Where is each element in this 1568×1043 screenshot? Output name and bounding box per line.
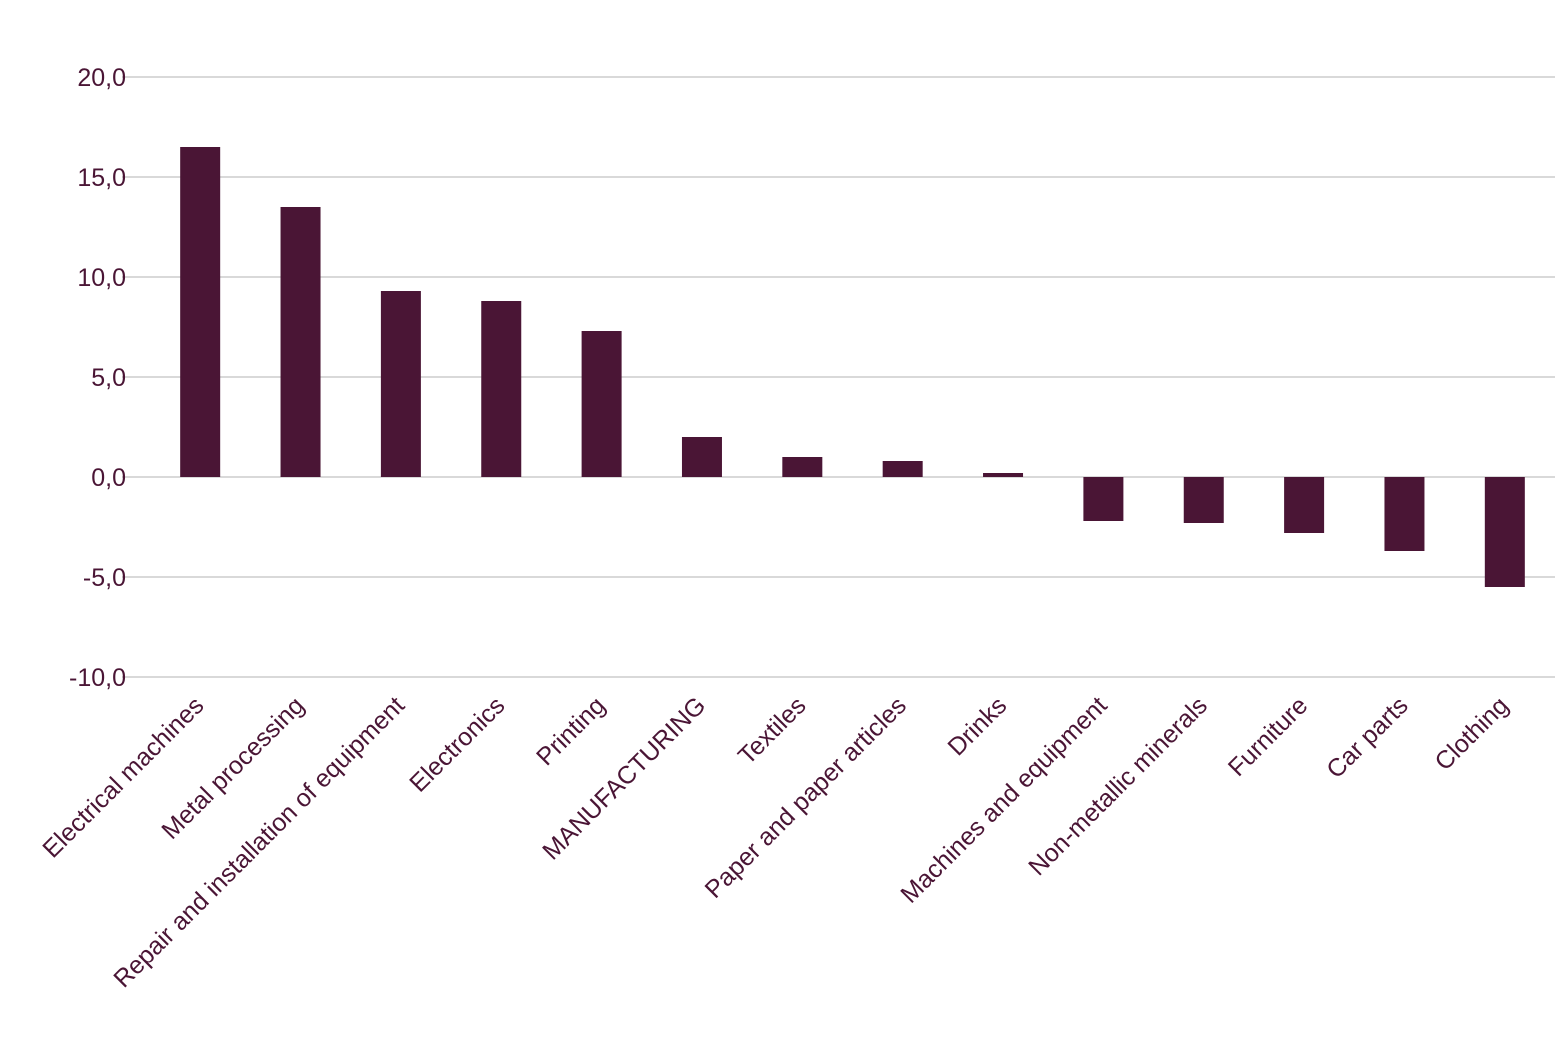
gridlines — [122, 76, 1555, 678]
x-category-label: Electrical machines — [37, 691, 209, 863]
y-tick-label: 0,0 — [91, 464, 126, 492]
x-category-label: Printing — [531, 691, 611, 771]
x-category-label: Paper and paper articles — [700, 691, 912, 903]
bar — [1284, 477, 1325, 533]
bar — [180, 147, 221, 477]
bar — [882, 461, 923, 477]
x-category-label: Furniture — [1223, 691, 1314, 782]
y-tick-label: 5,0 — [91, 364, 126, 392]
bar — [380, 291, 421, 477]
bar — [983, 473, 1024, 477]
x-category-label: Drinks — [942, 691, 1012, 761]
y-tick-label: -10,0 — [69, 664, 126, 692]
x-category-label: Electronics — [404, 691, 510, 797]
x-category-label: Clothing — [1429, 691, 1514, 776]
y-tick-label: 15,0 — [77, 164, 126, 192]
bars — [180, 147, 1525, 587]
x-category-label: Car parts — [1321, 691, 1413, 783]
bar — [280, 207, 321, 477]
y-tick-label: -5,0 — [83, 564, 126, 592]
bar — [1484, 477, 1525, 587]
x-category-label: Textiles — [733, 691, 812, 770]
bar — [581, 331, 622, 477]
y-tick-label: 10,0 — [77, 264, 126, 292]
x-category-label: MANUFACTURING — [537, 691, 711, 865]
bar — [1083, 477, 1124, 521]
bar — [1384, 477, 1425, 551]
y-axis-tick-labels: 20,0 15,0 10,0 5,0 0,0 -5,0 -10,0 — [69, 64, 126, 692]
x-category-label: Machines and equipment — [895, 691, 1112, 908]
bar — [481, 301, 522, 477]
x-category-label: Non-metallic minerals — [1023, 691, 1213, 881]
bar — [681, 437, 722, 477]
bar — [782, 457, 823, 477]
bar — [1183, 477, 1224, 523]
y-tick-label: 20,0 — [77, 64, 126, 92]
